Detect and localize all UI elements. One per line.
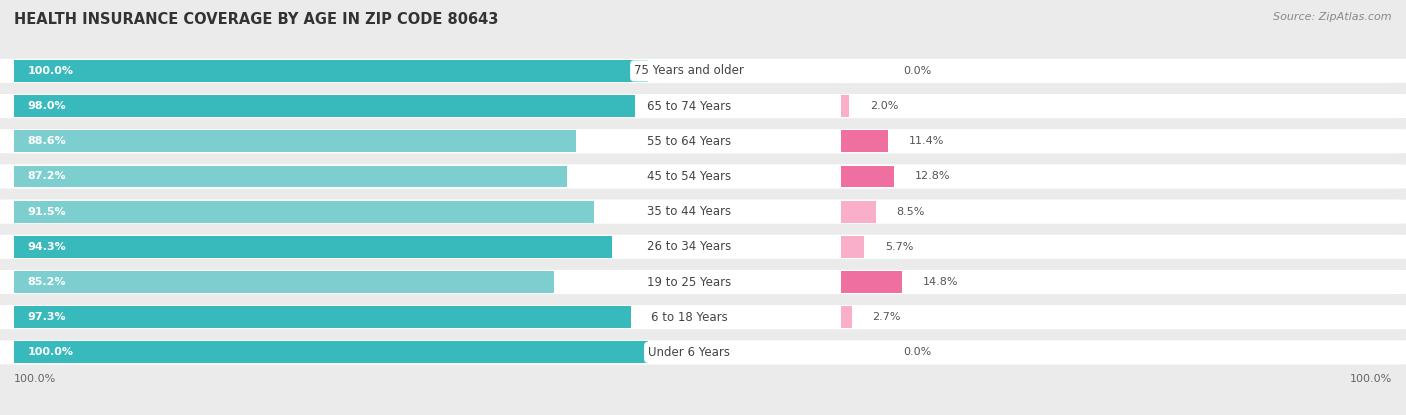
Bar [841,130,889,152]
Bar [14,236,612,258]
Text: 2.7%: 2.7% [873,312,901,322]
Bar [841,271,903,293]
FancyBboxPatch shape [0,305,1406,330]
Text: 35 to 44 Years: 35 to 44 Years [647,205,731,218]
Text: 2.0%: 2.0% [870,101,898,111]
Bar [841,166,894,187]
Text: 11.4%: 11.4% [908,136,943,146]
Text: 87.2%: 87.2% [28,171,66,181]
Text: 14.8%: 14.8% [922,277,957,287]
Text: 45 to 54 Years: 45 to 54 Years [647,170,731,183]
Bar [841,95,849,117]
Bar [841,201,876,222]
Text: 91.5%: 91.5% [28,207,66,217]
Text: 5.7%: 5.7% [884,242,914,252]
FancyBboxPatch shape [0,94,1406,118]
Text: 88.6%: 88.6% [28,136,66,146]
Bar [14,271,554,293]
Bar [14,201,593,222]
FancyBboxPatch shape [0,59,1406,83]
Text: 98.0%: 98.0% [28,101,66,111]
Bar [14,95,636,117]
Text: 8.5%: 8.5% [897,207,925,217]
FancyBboxPatch shape [0,129,1406,154]
FancyBboxPatch shape [0,270,1406,294]
Text: 6 to 18 Years: 6 to 18 Years [651,311,727,324]
Text: 19 to 25 Years: 19 to 25 Years [647,276,731,288]
Bar [14,130,575,152]
Text: 55 to 64 Years: 55 to 64 Years [647,135,731,148]
Text: Under 6 Years: Under 6 Years [648,346,730,359]
Text: 94.3%: 94.3% [28,242,66,252]
FancyBboxPatch shape [0,340,1406,364]
FancyBboxPatch shape [0,200,1406,224]
Bar [841,236,865,258]
Bar [14,342,648,363]
Bar [14,306,631,328]
Text: 100.0%: 100.0% [28,66,75,76]
Text: 12.8%: 12.8% [914,171,950,181]
Text: 100.0%: 100.0% [28,347,75,357]
Text: 26 to 34 Years: 26 to 34 Years [647,240,731,253]
Text: Source: ZipAtlas.com: Source: ZipAtlas.com [1274,12,1392,22]
Text: 97.3%: 97.3% [28,312,66,322]
Bar [14,166,567,187]
Bar [841,306,852,328]
Text: 0.0%: 0.0% [903,347,931,357]
Text: HEALTH INSURANCE COVERAGE BY AGE IN ZIP CODE 80643: HEALTH INSURANCE COVERAGE BY AGE IN ZIP … [14,12,499,27]
Text: 100.0%: 100.0% [14,374,56,383]
Bar [14,60,648,82]
Legend: With Coverage, Without Coverage: With Coverage, Without Coverage [572,410,834,415]
Text: 85.2%: 85.2% [28,277,66,287]
FancyBboxPatch shape [0,235,1406,259]
Text: 65 to 74 Years: 65 to 74 Years [647,100,731,112]
Text: 0.0%: 0.0% [903,66,931,76]
FancyBboxPatch shape [0,164,1406,188]
Text: 100.0%: 100.0% [1350,374,1392,383]
Text: 75 Years and older: 75 Years and older [634,64,744,78]
